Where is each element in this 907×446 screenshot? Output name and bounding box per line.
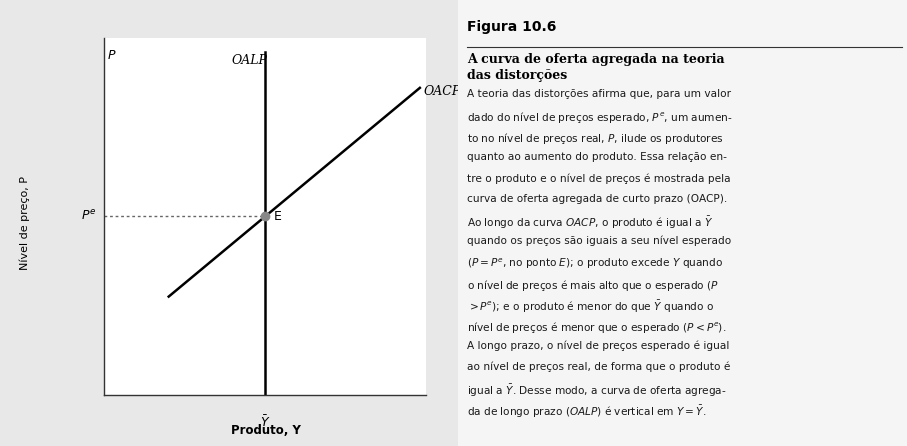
Text: A longo prazo, o nível de preços esperado é igual: A longo prazo, o nível de preços esperad… (467, 341, 729, 351)
Text: Figura 10.6: Figura 10.6 (467, 20, 557, 34)
Text: $> P^e)$; e o produto é menor do que $\bar{Y}$ quando o: $> P^e)$; e o produto é menor do que $\b… (467, 299, 715, 315)
Text: $P^e$: $P^e$ (81, 209, 96, 223)
Text: P: P (108, 49, 115, 62)
Text: Nível de preço, P: Nível de preço, P (20, 176, 31, 270)
Text: dado do nível de preços esperado, $P^e$, um aumen-: dado do nível de preços esperado, $P^e$,… (467, 110, 733, 125)
Text: o nível de preços é mais alto que o esperado $(P$: o nível de preços é mais alto que o espe… (467, 278, 719, 293)
Text: igual a $\bar{Y}$. Desse modo, a curva de oferta agrega-: igual a $\bar{Y}$. Desse modo, a curva d… (467, 383, 727, 399)
Text: OACP: OACP (423, 85, 461, 98)
Text: to no nível de preços real, $P$, ilude os produtores: to no nível de preços real, $P$, ilude o… (467, 131, 724, 146)
Text: A teoria das distorções afirma que, para um valor: A teoria das distorções afirma que, para… (467, 89, 731, 99)
Text: E: E (273, 210, 281, 223)
Text: quanto ao aumento do produto. Essa relação en-: quanto ao aumento do produto. Essa relaç… (467, 152, 727, 162)
Text: OALP: OALP (231, 54, 268, 67)
Text: quando os preços são iguais a seu nível esperado: quando os preços são iguais a seu nível … (467, 236, 731, 247)
Text: ao nível de preços real, de forma que o produto é: ao nível de preços real, de forma que o … (467, 362, 730, 372)
Text: da de longo prazo $(OALP)$ é vertical em $Y = \bar{Y}$.: da de longo prazo $(OALP)$ é vertical em… (467, 404, 707, 420)
Text: nível de preços é menor que o esperado $(P < P^e)$.: nível de preços é menor que o esperado $… (467, 320, 727, 335)
Text: Produto, Y: Produto, Y (230, 424, 300, 437)
Text: Ao longo da curva $OACP$, o produto é igual a $\bar{Y}$: Ao longo da curva $OACP$, o produto é ig… (467, 215, 714, 231)
Text: $(P = P^e$, no ponto $E)$; o produto excede $Y$ quando: $(P = P^e$, no ponto $E)$; o produto exc… (467, 257, 723, 271)
Text: $\bar{Y}$: $\bar{Y}$ (260, 414, 270, 430)
Text: tre o produto e o nível de preços é mostrada pela: tre o produto e o nível de preços é most… (467, 173, 731, 184)
Text: curva de oferta agregada de curto prazo (OACP).: curva de oferta agregada de curto prazo … (467, 194, 727, 204)
Text: das distorções: das distorções (467, 69, 568, 82)
Text: A curva de oferta agregada na teoria: A curva de oferta agregada na teoria (467, 53, 725, 66)
